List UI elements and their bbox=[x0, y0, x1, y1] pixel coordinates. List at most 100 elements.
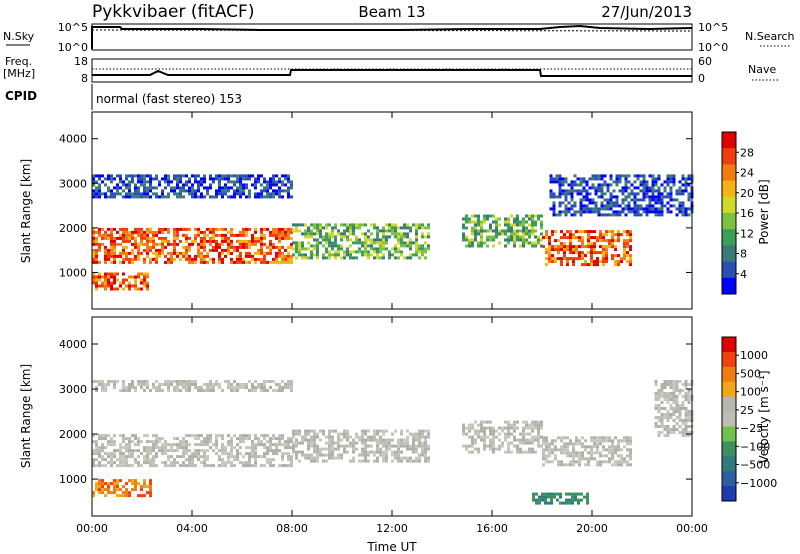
velocity-colorbar-tick: −500 bbox=[740, 459, 770, 472]
velocity-colorbar-swatch bbox=[722, 456, 736, 472]
power-colorbar: 28 24 20 16 12 8 4 bbox=[721, 131, 754, 295]
power-colorbar-swatch bbox=[722, 261, 736, 279]
velocity-x-axis: 00:00 04:00 08:00 12:00 16:00 20:00 00:00 bbox=[76, 317, 708, 535]
power-colorbar-tick: 24 bbox=[740, 167, 754, 180]
nsearch-trace bbox=[91, 29, 693, 32]
velocity-colorbar-swatch bbox=[722, 396, 736, 412]
power-colorbar-tick: 20 bbox=[740, 187, 754, 200]
power-colorbar-swatch bbox=[722, 196, 736, 214]
beam-title: Beam 13 bbox=[358, 3, 425, 21]
velocity-colorbar-tick: 100 bbox=[740, 386, 761, 399]
velocity-colorbar-tick: 25 bbox=[740, 404, 754, 417]
velocity-ytick-label: 3000 bbox=[59, 383, 87, 396]
power-colorbar-tick: 8 bbox=[740, 248, 747, 261]
power-echo-band bbox=[92, 174, 293, 199]
power-colorbar-tick: 4 bbox=[740, 268, 747, 281]
velocity-ylabel: Slant Range [km] bbox=[19, 364, 33, 468]
time-tick-label: 04:00 bbox=[176, 522, 208, 535]
time-tick-label: 12:00 bbox=[376, 522, 408, 535]
nave-tick-top: 60 bbox=[698, 55, 712, 68]
velocity-echo-band bbox=[92, 479, 152, 498]
power-colorbar-swatch bbox=[722, 229, 736, 246]
nsearch-label: N.Search bbox=[745, 30, 795, 43]
velocity-ytick-label: 1000 bbox=[59, 473, 87, 486]
power-echo-band bbox=[92, 272, 149, 291]
time-xlabel: Time UT bbox=[366, 540, 417, 554]
power-colorbar-swatch bbox=[722, 132, 736, 149]
velocity-colorbar-tick: −25 bbox=[740, 422, 763, 435]
nsky-trace bbox=[91, 24, 693, 49]
cpid-value: normal (fast stereo) 153 bbox=[96, 92, 242, 106]
power-echo-band bbox=[462, 214, 543, 248]
velocity-colorbar-tick: 1000 bbox=[740, 349, 768, 362]
time-tick-label: 16:00 bbox=[476, 522, 508, 535]
velocity-colorbar-swatch bbox=[722, 337, 736, 353]
nave-label: Nave bbox=[748, 63, 776, 76]
time-tick-label: 00:00 bbox=[676, 522, 708, 535]
nave-tick-bottom: 0 bbox=[698, 72, 705, 85]
velocity-echo-band bbox=[292, 429, 430, 463]
power-ytick-label: 1000 bbox=[59, 266, 87, 279]
velocity-colorbar-swatch bbox=[722, 471, 736, 487]
power-ylabel: Slant Range [km] bbox=[19, 159, 33, 263]
power-x-ticks bbox=[91, 112, 693, 309]
power-ytick-label: 2000 bbox=[59, 222, 87, 235]
velocity-colorbar-swatch bbox=[722, 381, 736, 398]
power-colorbar-label: Power [dB] bbox=[757, 179, 771, 244]
velocity-ytick-label: 2000 bbox=[59, 428, 87, 441]
power-echo-band bbox=[542, 230, 632, 267]
power-colorbar-tick: 28 bbox=[740, 146, 754, 159]
velocity-colorbar-tick: −100 bbox=[740, 440, 770, 453]
velocity-colorbar-tick: −1000 bbox=[740, 477, 777, 490]
nsearch-tick-top: 10^5 bbox=[698, 21, 728, 34]
velocity-colorbar-swatch bbox=[722, 366, 736, 383]
nsky-tick-bottom: 10^0 bbox=[58, 41, 88, 54]
power-y-axis: 1000 2000 3000 4000 bbox=[59, 133, 692, 279]
velocity-colorbar-swatch bbox=[722, 486, 736, 502]
nsearch-tick-bottom: 10^0 bbox=[698, 41, 728, 54]
power-colorbar-swatch bbox=[722, 277, 736, 295]
velocity-colorbar-label: Velocity [m s⁻¹] bbox=[757, 370, 771, 463]
velocity-echo-band bbox=[542, 436, 632, 467]
velocity-y-axis: 1000 2000 3000 4000 bbox=[59, 338, 692, 486]
nsky-panel: N.Sky 10^5 10^0 10^5 10^0 N.Search bbox=[3, 21, 795, 54]
power-colorbar-tick: 12 bbox=[740, 227, 754, 240]
velocity-echo-band bbox=[92, 380, 293, 392]
freq-tick-bottom: 8 bbox=[81, 72, 88, 85]
power-ytick-label: 4000 bbox=[59, 133, 87, 146]
time-tick-label: 00:00 bbox=[76, 522, 108, 535]
velocity-colorbar-swatch bbox=[722, 426, 736, 442]
power-ytick-label: 3000 bbox=[59, 177, 87, 190]
velocity-echo-band bbox=[92, 434, 293, 468]
power-panel: 1000 2000 3000 4000 Slant Range [km] bbox=[19, 111, 694, 310]
velocity-echo-band bbox=[532, 492, 589, 505]
power-colorbar-swatch bbox=[722, 148, 736, 165]
station-title: Pykkvibaer (fitACF) bbox=[92, 2, 254, 22]
nave-trace bbox=[92, 69, 692, 77]
freq-panel: Freq. [MHz] 18 8 60 0 Nave bbox=[3, 55, 780, 85]
freq-label: Freq. bbox=[5, 55, 32, 68]
time-tick-label: 08:00 bbox=[276, 522, 308, 535]
nsky-label: N.Sky bbox=[3, 30, 35, 43]
velocity-colorbar-swatch bbox=[722, 411, 736, 427]
velocity-ytick-label: 4000 bbox=[59, 338, 87, 351]
power-colorbar-tick: 16 bbox=[740, 207, 754, 220]
velocity-colorbar-swatch bbox=[722, 441, 736, 457]
velocity-colorbar: 1000 500 100 25 −25 −100 −500 −1000 bbox=[721, 336, 777, 502]
power-colorbar-swatch bbox=[722, 245, 736, 263]
power-echo-band bbox=[292, 223, 430, 260]
date-title: 27/Jun/2013 bbox=[601, 3, 692, 21]
time-tick-label: 20:00 bbox=[576, 522, 608, 535]
cpid-label: CPID bbox=[5, 89, 37, 103]
power-colorbar-swatch bbox=[722, 164, 736, 182]
power-echoes bbox=[92, 174, 694, 291]
freq-unit: [MHz] bbox=[3, 67, 35, 80]
power-colorbar-swatch bbox=[722, 213, 736, 230]
nsky-tick-top: 10^5 bbox=[58, 21, 88, 34]
velocity-panel: 1000 2000 3000 4000 00:00 04:00 08:00 12:00 16:… bbox=[19, 316, 708, 554]
power-colorbar-swatch bbox=[722, 180, 736, 198]
power-echo-band bbox=[549, 174, 694, 217]
power-echo-band bbox=[92, 227, 293, 264]
freq-tick-top: 18 bbox=[74, 55, 88, 68]
